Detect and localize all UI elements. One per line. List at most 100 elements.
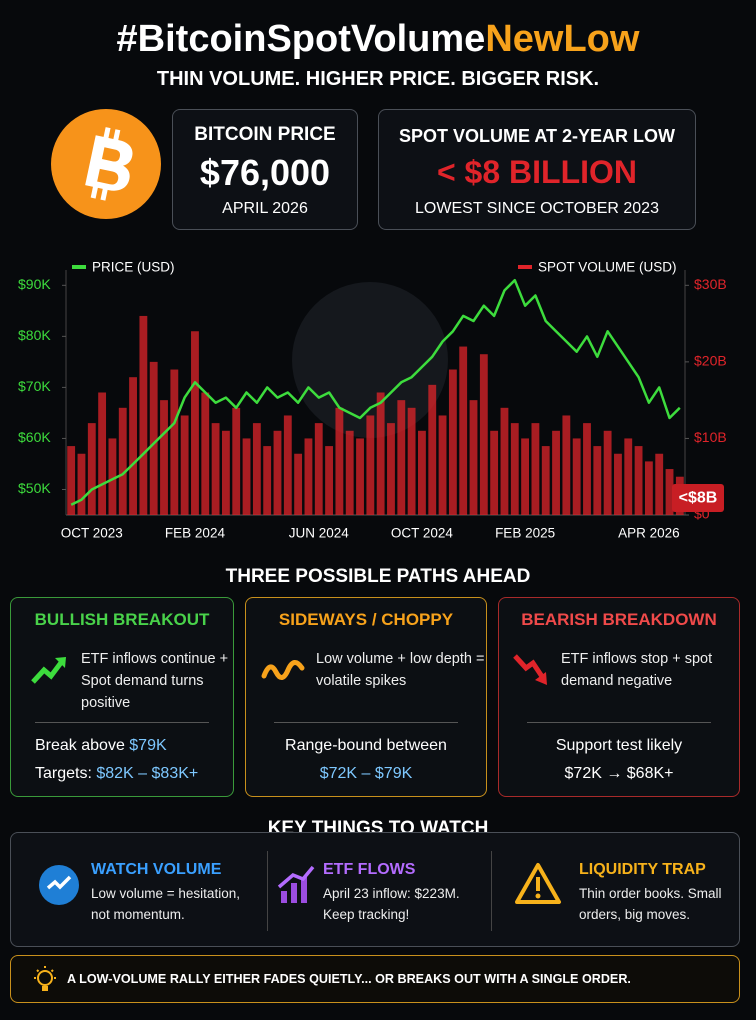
footer: A LOW-VOLUME RALLY EITHER FADES QUIETLY.… <box>10 955 740 1003</box>
volume-bar <box>201 392 210 515</box>
volume-bar <box>428 384 437 515</box>
subtitle: THIN VOLUME. HIGHER PRICE. BIGGER RISK. <box>156 68 600 90</box>
divider <box>527 722 711 723</box>
volume-bar <box>366 415 375 515</box>
volume-bar <box>418 430 426 515</box>
volume-bar <box>345 430 354 515</box>
y-tick-label: $90K <box>18 276 51 292</box>
volume-bar <box>180 415 189 515</box>
path-card: SIDEWAYS / CHOPPY Low volume + low depth… <box>245 597 487 797</box>
icon <box>261 660 305 680</box>
volume-bar <box>263 446 272 515</box>
volume-bar <box>521 438 530 515</box>
price-card: BITCOIN PRICE $76,000 APRIL 2026 <box>172 109 358 230</box>
volume-bar <box>614 453 622 515</box>
volume-bar <box>459 346 468 515</box>
item-text: Low volume = hesitation, not momentum. <box>91 886 240 922</box>
item-title: WATCH VOLUME <box>91 861 222 878</box>
x-tick-label: OCT 2023 <box>61 526 123 541</box>
volume-bar <box>160 400 168 515</box>
volume-bar <box>397 400 406 515</box>
card-title: BEARISH BREAKDOWN <box>521 610 717 629</box>
text: $72K → $68K+ <box>564 765 674 782</box>
divider <box>35 722 209 723</box>
card-desc: ETF inflows stop + spot demand negative <box>561 651 713 689</box>
bitcoin-logo <box>51 109 161 219</box>
volume-bar <box>170 369 179 515</box>
text: $79K <box>129 737 167 754</box>
card-title: BULLISH BREAKOUT <box>34 610 210 629</box>
label: BITCOIN PRICE <box>194 124 336 145</box>
y-tick-label: $60K <box>18 429 51 445</box>
x-tick-label: FEB 2024 <box>165 526 226 541</box>
divider <box>491 851 492 931</box>
icon <box>515 863 561 904</box>
volume-bar <box>273 430 282 515</box>
volume-bar <box>562 415 571 515</box>
footer-text: A LOW-VOLUME RALLY EITHER FADES QUIETLY.… <box>67 972 631 986</box>
card-title: SIDEWAYS / CHOPPY <box>278 610 454 629</box>
volume-bar <box>593 446 602 515</box>
volume-bar <box>572 438 581 515</box>
volume-bar <box>376 392 385 515</box>
volume-bar <box>87 423 96 515</box>
y-tick-label: $70K <box>18 378 51 394</box>
volume-bar <box>232 407 241 515</box>
divider <box>274 722 458 723</box>
title-part: #BitcoinSpotVolume <box>116 18 486 60</box>
volume-bar <box>191 331 199 515</box>
volume-bar <box>325 446 333 515</box>
volume-bar <box>438 415 447 515</box>
volume-bar <box>510 423 519 515</box>
y-tick-label: $50K <box>18 480 51 496</box>
volume-bar <box>118 407 127 515</box>
item-text: Thin order books. Small orders, big move… <box>579 886 722 922</box>
volume-bar <box>139 315 148 515</box>
volume-bar <box>552 430 560 515</box>
y2-tick-label: $10B <box>694 429 727 445</box>
card-desc: ETF inflows continue + Spot demand turns… <box>81 651 229 711</box>
volume-bar <box>283 415 292 515</box>
legend-swatch <box>72 265 86 269</box>
icon <box>513 654 547 685</box>
volume-bar <box>603 430 612 515</box>
x-tick-label: OCT 2024 <box>391 526 454 541</box>
date: APRIL 2026 <box>222 200 308 217</box>
item-title: ETF FLOWS <box>323 861 416 878</box>
y2-tick-label: $30B <box>694 276 727 292</box>
watch-box: WATCH VOLUME Low volume = hesitation, no… <box>10 832 740 947</box>
legend-swatch <box>518 265 532 269</box>
price-line <box>70 278 681 506</box>
volume-bar <box>77 453 86 515</box>
item-title: LIQUIDITY TRAP <box>579 861 706 878</box>
volume-bar <box>221 430 230 515</box>
label: SPOT VOLUME AT 2-YEAR LOW <box>398 126 675 146</box>
volume-bar <box>448 369 457 515</box>
volume-bar <box>67 446 76 515</box>
value: < $8 BILLION <box>436 154 638 190</box>
volume-bar <box>490 430 499 515</box>
text: Support test likely <box>555 737 683 754</box>
volume-bar <box>500 407 509 515</box>
volume-bar <box>242 438 251 515</box>
volume-bar <box>149 361 158 515</box>
volume-bar <box>583 423 591 515</box>
text: Targets: <box>35 765 97 782</box>
volume-bar <box>407 407 416 515</box>
icon <box>34 966 56 991</box>
title: #BitcoinSpotVolumeNewLow <box>0 18 756 61</box>
volume-bar <box>531 423 540 515</box>
icon <box>31 657 66 684</box>
volume-bar <box>108 438 117 515</box>
section-title: THREE POSSIBLE PATHS AHEAD <box>225 566 531 587</box>
volume-bar <box>655 453 664 515</box>
icon <box>277 865 315 903</box>
volume-bar <box>469 400 478 515</box>
path-card: BEARISH BREAKDOWN ETF inflows stop + spo… <box>498 597 740 797</box>
title-part: NewLow <box>485 18 640 60</box>
x-tick-label: JUN 2024 <box>289 526 350 541</box>
x-tick-label: FEB 2025 <box>495 526 555 541</box>
text: Range-bound between <box>285 737 447 754</box>
volume-bar <box>98 392 107 515</box>
item-text: April 23 inflow: $223M. Keep tracking! <box>323 886 460 922</box>
